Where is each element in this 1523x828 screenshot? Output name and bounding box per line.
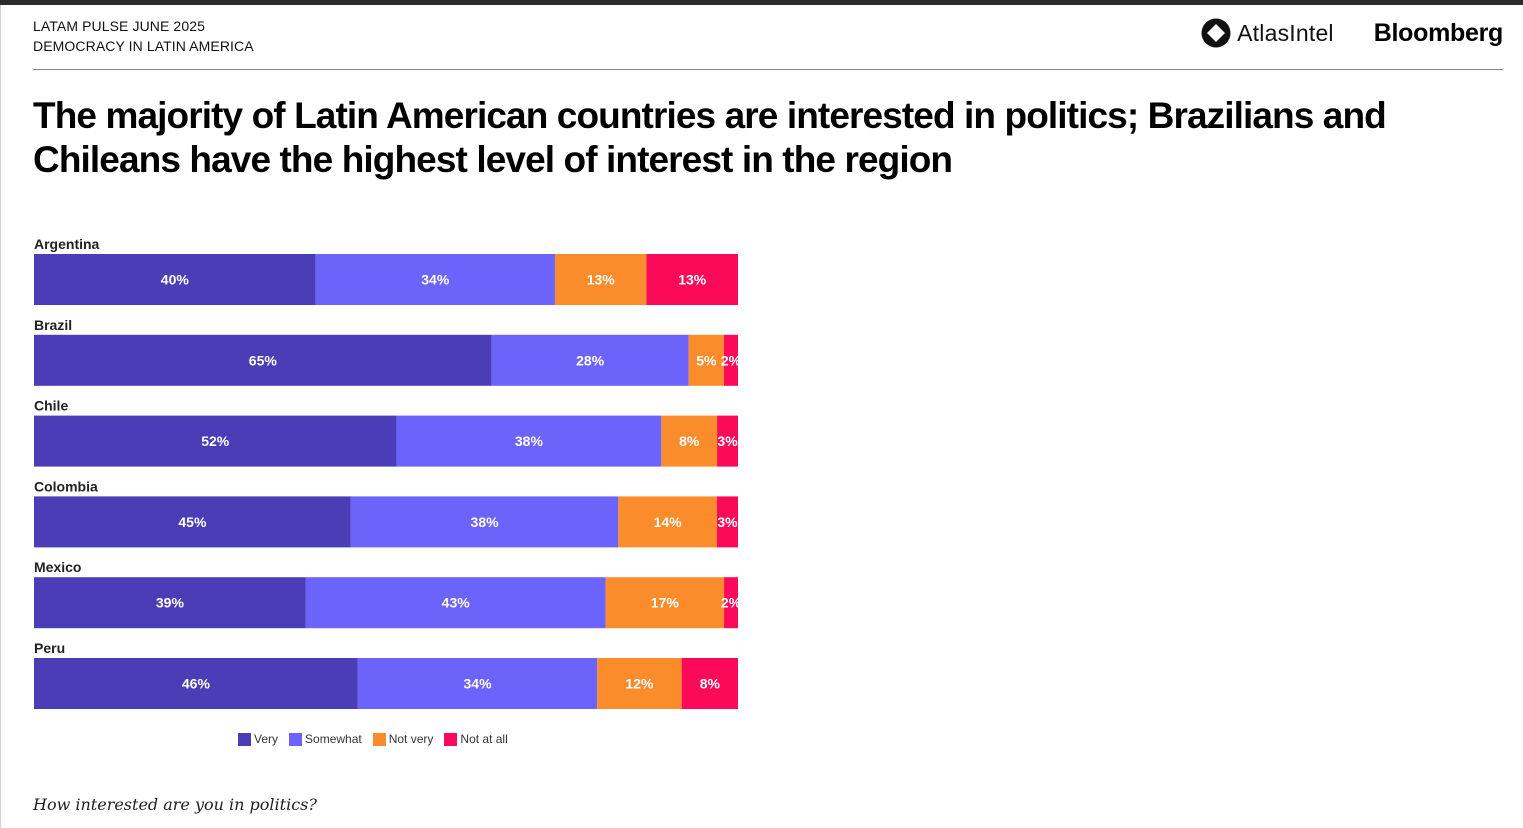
report-header: LATAM PULSE JUNE 2025 DEMOCRACY IN LATIN… (33, 16, 254, 56)
legend-swatch-not-very (372, 732, 386, 746)
logo-bar: AtlasIntel Bloomberg (1201, 16, 1503, 50)
report-topic-label: DEMOCRACY IN LATIN AMERICA (33, 38, 254, 54)
bar-colombia-not-at-all (716, 496, 738, 548)
top-border (0, 0, 1523, 5)
legend-swatch-very (238, 732, 251, 746)
value-label-argentina-somewhat: 34% (421, 272, 450, 288)
bar-colombia-very (34, 496, 351, 548)
legend-item-very: Very (238, 732, 278, 746)
bar-peru-not-very (597, 658, 682, 709)
bar-brazil-not-very (688, 334, 724, 386)
legend-item-not-very: Not very (372, 732, 434, 746)
value-label-brazil-somewhat: 28% (576, 352, 605, 368)
bar-mexico-very (34, 577, 306, 629)
left-border (0, 5, 1, 828)
value-label-brazil-not-very: 5% (696, 352, 717, 368)
bar-argentina-very (34, 254, 316, 305)
bar-colombia-somewhat (350, 496, 619, 548)
value-label-chile-somewhat: 38% (515, 433, 544, 449)
value-label-peru-somewhat: 34% (464, 676, 493, 692)
bar-argentina-not-very (554, 254, 647, 305)
legend-item-not-at-all: Not at all (444, 732, 508, 746)
bar-mexico-not-at-all (724, 577, 738, 629)
value-label-colombia-not-at-all: 3% (717, 514, 738, 530)
report-series-label: LATAM PULSE JUNE 2025 (33, 18, 205, 34)
bar-chile-somewhat (396, 415, 662, 467)
category-label-colombia: Colombia (34, 478, 98, 494)
atlasintel-mark-icon (1201, 18, 1231, 48)
category-label-mexico: Mexico (34, 559, 81, 575)
category-label-brazil: Brazil (34, 317, 72, 333)
value-label-brazil-not-at-all: 2% (721, 352, 742, 368)
value-label-peru-not-very: 12% (625, 676, 654, 692)
bar-chile-very (34, 415, 397, 467)
value-label-chile-not-very: 8% (679, 433, 700, 449)
value-label-mexico-very: 39% (156, 595, 185, 611)
bar-peru-very (34, 658, 358, 709)
bar-argentina-not-at-all (646, 254, 738, 305)
value-label-argentina-not-at-all: 13% (678, 272, 707, 288)
legend-label-not-at-all: Not at all (460, 732, 508, 746)
atlasintel-logo: AtlasIntel (1201, 18, 1334, 48)
value-label-chile-very: 52% (201, 433, 230, 449)
legend-label-very: Very (254, 732, 279, 746)
value-label-peru-very: 46% (182, 676, 211, 692)
category-label-chile: Chile (34, 398, 68, 414)
bar-peru-somewhat (357, 658, 598, 709)
bar-chile-not-at-all (717, 415, 738, 467)
value-label-argentina-very: 40% (161, 272, 190, 288)
value-label-mexico-not-at-all: 2% (721, 595, 742, 611)
atlasintel-logo-text: AtlasIntel (1237, 19, 1334, 46)
value-label-brazil-very: 65% (249, 352, 278, 368)
category-label-argentina: Argentina (34, 236, 100, 252)
value-label-mexico-somewhat: 43% (442, 595, 471, 611)
value-label-peru-not-at-all: 8% (700, 676, 721, 692)
chart-legend: Very Somewhat Not very Not at all (238, 732, 519, 746)
bar-mexico-somewhat (305, 577, 606, 629)
bloomberg-logo: Bloomberg (1373, 18, 1504, 47)
bar-peru-not-at-all (681, 658, 738, 709)
legend-swatch-somewhat (289, 732, 303, 746)
legend-label-somewhat: Somewhat (305, 732, 362, 746)
value-label-colombia-very: 45% (178, 514, 207, 530)
header-divider (33, 69, 1503, 70)
legend-item-somewhat: Somewhat (289, 732, 362, 746)
bar-mexico-not-very (605, 577, 725, 629)
value-label-colombia-not-very: 14% (654, 514, 683, 530)
value-label-argentina-not-very: 13% (587, 272, 616, 288)
bar-colombia-not-very (618, 496, 717, 548)
value-label-colombia-somewhat: 38% (471, 514, 500, 530)
value-label-mexico-not-very: 17% (651, 595, 680, 611)
bar-argentina-somewhat (315, 254, 555, 305)
bar-brazil-somewhat (491, 334, 689, 386)
legend-swatch-not-at-all (444, 732, 458, 746)
bar-brazil-not-at-all (723, 334, 738, 386)
survey-question: How interested are you in politics? (33, 795, 317, 814)
chart-title: The majority of Latin American countries… (33, 95, 1387, 180)
bar-chile-not-very (661, 415, 718, 467)
legend-label-not-very: Not very (388, 732, 434, 746)
bar-brazil-very (34, 334, 492, 386)
value-label-chile-not-at-all: 3% (717, 433, 738, 449)
category-label-peru: Peru (34, 640, 65, 656)
